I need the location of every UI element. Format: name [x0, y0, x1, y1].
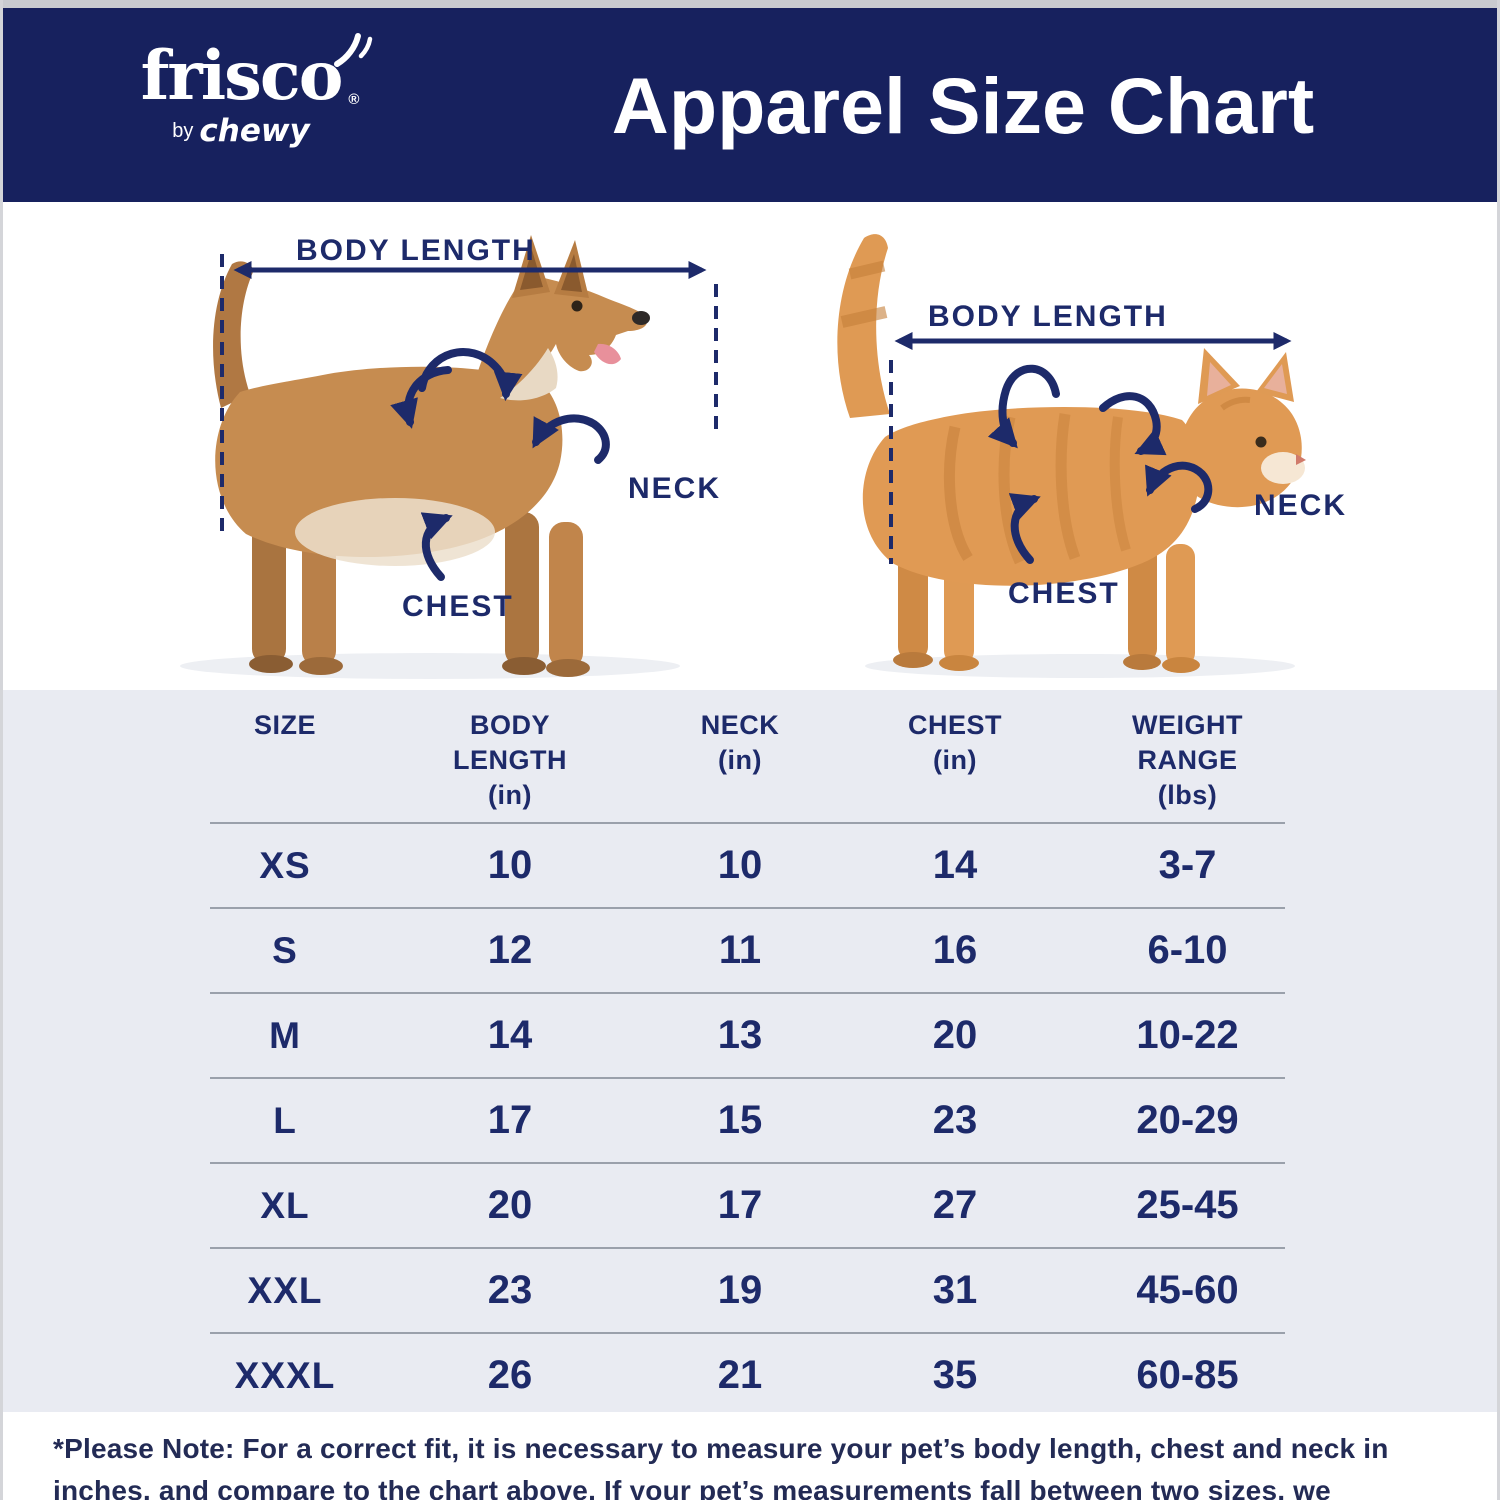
cell-body-length: 26: [487, 1353, 533, 1397]
logo-flourish-icon: [334, 33, 373, 67]
column-header-chest: CHEST (in): [907, 710, 1002, 776]
cell-chest: 16: [932, 928, 978, 972]
size-table-body: XS 10 10 14 3-7 S 12 11 16 6-10 M 14 13 …: [210, 822, 1285, 1419]
cell-weight-range: 3-7: [1158, 843, 1217, 887]
cell-chest: 31: [932, 1268, 978, 1312]
cell-chest: 27: [932, 1183, 978, 1227]
cell-body-length: 23: [487, 1268, 533, 1312]
table-row: M 14 13 20 10-22: [210, 992, 1285, 1077]
table-row: XL 20 17 27 25-45: [210, 1162, 1285, 1247]
cell-chest: 20: [932, 1013, 978, 1057]
cell-weight-range: 6-10: [1147, 928, 1228, 972]
dog-body-length-label: BODY LENGTH: [296, 234, 536, 267]
cat-neck-arrow: [1145, 461, 1213, 513]
column-header-body-length: BODY LENGTH (in): [453, 710, 567, 811]
registered-trademark-symbol: ®: [348, 91, 359, 108]
cat-chest-label: CHEST: [1008, 577, 1120, 610]
by-text: by: [172, 120, 194, 142]
table-row: L 17 15 23 20-29: [210, 1077, 1285, 1162]
frisco-wordmark-text: frisco: [140, 36, 344, 115]
cell-size: XXL: [247, 1269, 323, 1311]
cell-weight-range: 45-60: [1136, 1268, 1239, 1312]
footnote-section: *Please Note: For a correct fit, it is n…: [3, 1412, 1497, 1500]
cell-size: M: [269, 1014, 301, 1056]
cell-body-length: 14: [487, 1013, 533, 1057]
table-row: XS 10 10 14 3-7: [210, 822, 1285, 907]
frame-left: [0, 0, 3, 1500]
cat-neck-label: NECK: [1254, 489, 1348, 522]
size-table-header-row: SIZE BODY LENGTH (in) NECK (in) CHEST (i…: [210, 690, 1285, 822]
frisco-by-chewy-logo: frisco ® by chewy: [91, 33, 391, 149]
cell-neck: 17: [717, 1183, 763, 1227]
page-title: Apparel Size Chart: [611, 61, 1315, 150]
cell-body-length: 20: [487, 1183, 533, 1227]
cell-neck: 13: [717, 1013, 763, 1057]
cell-size: S: [272, 929, 298, 971]
cat-girth-arrows: [987, 364, 1167, 456]
by-chewy-line: by chewy: [91, 113, 391, 149]
table-row: S 12 11 16 6-10: [210, 907, 1285, 992]
cell-neck: 11: [718, 928, 762, 972]
cat-chest-arrow: [1008, 493, 1041, 564]
cat-body-length-arrow: [889, 332, 1292, 564]
cell-weight-range: 60-85: [1136, 1353, 1239, 1397]
size-table: SIZE BODY LENGTH (in) NECK (in) CHEST (i…: [210, 690, 1285, 1419]
column-header-neck: NECK (in): [700, 710, 780, 776]
cell-chest: 14: [932, 843, 978, 887]
dog-body-length-arrow: [220, 254, 718, 532]
cell-size: XS: [259, 844, 311, 886]
cell-neck: 21: [717, 1353, 763, 1397]
frame-top: [0, 0, 1500, 8]
table-row: XXXL 26 21 35 60-85: [210, 1332, 1285, 1419]
cell-neck: 15: [717, 1098, 763, 1142]
pets-measurement-diagram: [180, 234, 1306, 679]
cell-weight-range: 10-22: [1136, 1013, 1239, 1057]
dog-chest-arrow: [420, 512, 453, 581]
cell-chest: 23: [932, 1098, 978, 1142]
cell-weight-range: 25-45: [1136, 1183, 1239, 1227]
dog-chest-label: CHEST: [402, 590, 514, 623]
cell-neck: 19: [717, 1268, 763, 1312]
footnote-text: *Please Note: For a correct fit, it is n…: [53, 1433, 1389, 1500]
cat-body-length-label: BODY LENGTH: [928, 300, 1168, 333]
cell-body-length: 10: [487, 843, 533, 887]
dog-neck-arrow: [532, 414, 610, 464]
cell-neck: 10: [717, 843, 763, 887]
cell-size: L: [273, 1099, 297, 1141]
cell-chest: 35: [932, 1353, 978, 1397]
cell-size: XXXL: [234, 1354, 336, 1396]
frisco-wordmark: frisco ®: [141, 33, 373, 109]
chewy-wordmark: chewy: [199, 113, 310, 149]
frame-right: [1497, 0, 1500, 1500]
header-band: frisco ® by chewy Apparel Size Chart: [3, 8, 1497, 202]
cell-body-length: 12: [487, 928, 533, 972]
cell-size: XL: [260, 1184, 310, 1226]
column-header-weight-range: WEIGHT RANGE (lbs): [1132, 710, 1243, 811]
dog-neck-label: NECK: [628, 472, 722, 505]
size-table-section: SIZE BODY LENGTH (in) NECK (in) CHEST (i…: [3, 690, 1497, 1419]
dog-girth-arrows: [390, 348, 523, 429]
cell-weight-range: 20-29: [1136, 1098, 1239, 1142]
cell-body-length: 17: [487, 1098, 533, 1142]
table-row: XXL 23 19 31 45-60: [210, 1247, 1285, 1332]
column-header-size: SIZE: [253, 710, 316, 740]
